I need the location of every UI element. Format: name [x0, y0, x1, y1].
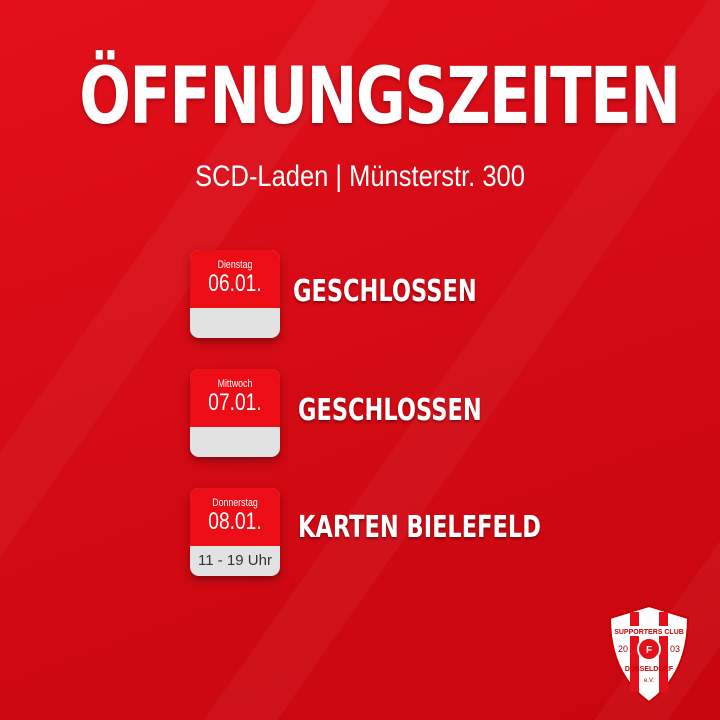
page-subtitle: SCD-Laden | Münsterstr. 300	[195, 160, 525, 193]
status-label: KARTEN BIELEFELD	[298, 510, 541, 545]
card-hours	[190, 308, 280, 338]
status-label: GESCHLOSSEN	[293, 274, 477, 309]
card-date: 06.01.	[208, 270, 262, 297]
svg-text:20: 20	[618, 644, 628, 654]
card-date: 08.01.	[208, 508, 262, 535]
card-hours: 11 - 19 Uhr	[198, 552, 272, 569]
calendar-card: Dienstag 06.01.	[190, 250, 280, 338]
svg-text:03: 03	[670, 644, 680, 654]
calendar-card: Mittwoch 07.01.	[190, 369, 280, 457]
svg-text:e.V.: e.V.	[644, 678, 654, 684]
svg-text:SUPPORTERS CLUB: SUPPORTERS CLUB	[614, 629, 684, 636]
card-day: Mittwoch	[217, 378, 253, 390]
svg-text:F: F	[646, 645, 652, 656]
card-day: Donnerstag	[212, 497, 258, 509]
card-date: 07.01.	[208, 389, 262, 416]
supporters-club-logo: SUPPORTERS CLUB F 20 03 DÜSSELDORF e.V.	[608, 604, 690, 704]
page-title: ÖFFNUNGSZEITEN	[79, 52, 681, 142]
card-day: Dienstag	[217, 259, 253, 271]
card-hours	[190, 427, 280, 457]
svg-text:DÜSSELDORF: DÜSSELDORF	[625, 664, 674, 673]
calendar-card: Donnerstag 08.01. 11 - 19 Uhr	[190, 488, 280, 576]
status-label: GESCHLOSSEN	[298, 393, 482, 428]
